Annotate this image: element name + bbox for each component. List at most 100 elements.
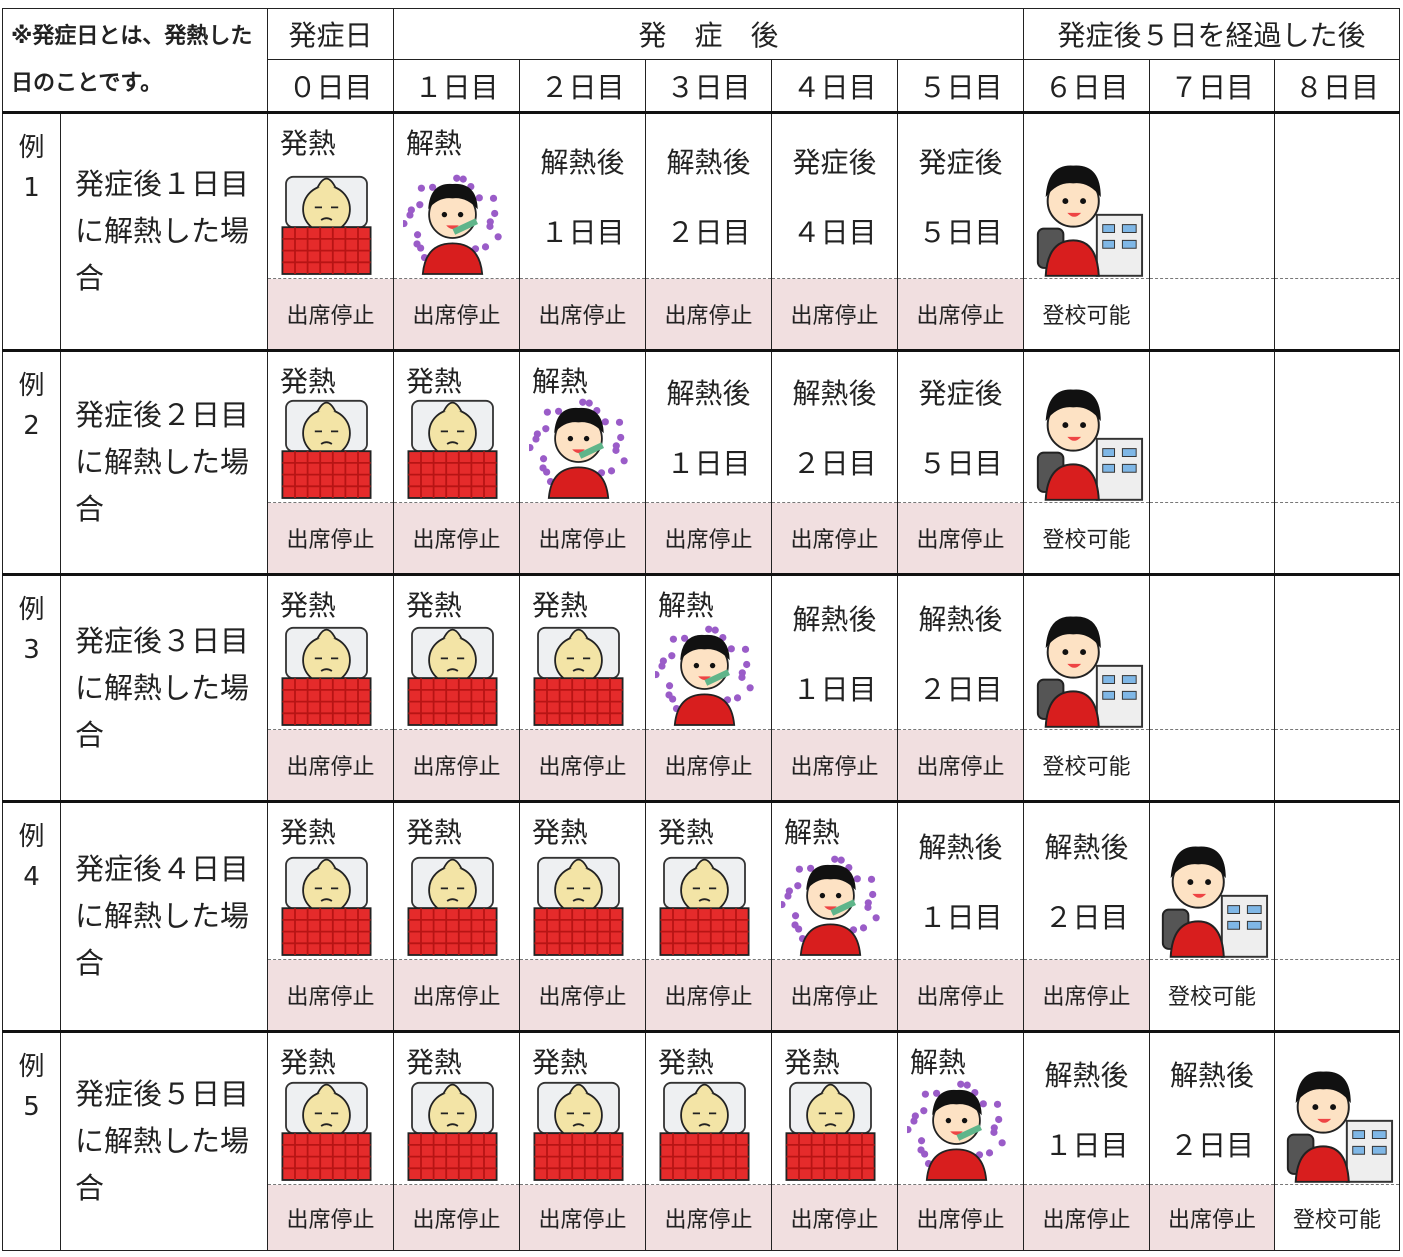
icon-part bbox=[867, 876, 875, 884]
state-label: 発熱 bbox=[280, 1046, 337, 1079]
status-cell bbox=[1149, 278, 1275, 351]
status-cell bbox=[1273, 278, 1401, 351]
icon-part bbox=[1061, 649, 1068, 656]
day-text-line: 解熱後 bbox=[540, 146, 625, 179]
icon-part bbox=[440, 430, 464, 446]
status-cell: 出席停止 bbox=[267, 502, 394, 575]
icon-part bbox=[780, 901, 786, 909]
state-label: 解熱 bbox=[784, 816, 841, 849]
day-cell: 解熱後 １日目 bbox=[897, 800, 1024, 960]
icon-part bbox=[742, 661, 750, 669]
icon-part bbox=[956, 1081, 964, 1089]
day-text: 解熱後 １日目 bbox=[647, 372, 771, 482]
icon-part bbox=[547, 466, 609, 500]
day-text-line: ５日目 bbox=[918, 447, 1003, 480]
state-label: 解熱 bbox=[910, 1046, 967, 1079]
icon-part bbox=[554, 408, 562, 416]
day-cell: 解熱後 １日目 bbox=[519, 111, 646, 279]
day-text-line: １日目 bbox=[666, 447, 751, 480]
icon-part bbox=[1044, 239, 1100, 278]
day-text: 解熱後 ２日目 bbox=[1025, 826, 1149, 936]
school-illustration bbox=[1161, 846, 1269, 959]
icon-part bbox=[1317, 1119, 1332, 1124]
icon-part bbox=[785, 1133, 875, 1181]
icon-part bbox=[961, 1118, 967, 1124]
icon-part bbox=[985, 1149, 993, 1157]
icon-part bbox=[533, 1133, 623, 1181]
status-cell: 出席停止 bbox=[897, 1184, 1024, 1251]
day-text-line: 解熱後 bbox=[1044, 831, 1129, 864]
icon-part bbox=[1352, 1130, 1387, 1155]
note-cell: ※発症日とは、発熱した日のことです。 bbox=[2, 8, 268, 113]
example-number: 5 bbox=[23, 1092, 40, 1122]
day-cell bbox=[1273, 111, 1401, 279]
icon-part bbox=[1312, 1104, 1319, 1111]
example-number: 1 bbox=[23, 173, 40, 203]
day-text-line: 解熱後 bbox=[918, 831, 1003, 864]
header-cell: 発症日 bbox=[267, 7, 394, 61]
icon-part bbox=[1205, 879, 1212, 886]
day-cell bbox=[1273, 573, 1401, 730]
day-header: ５日目 bbox=[897, 59, 1024, 113]
day-cell: 解熱 bbox=[393, 111, 520, 279]
status-cell: 出席停止 bbox=[519, 729, 646, 802]
icon-part bbox=[1101, 448, 1137, 473]
day-text-line: 解熱後 bbox=[792, 377, 877, 410]
state-label: 発熱 bbox=[280, 589, 337, 622]
status-cell: 出席停止 bbox=[519, 278, 646, 351]
day-text: 発症後 ４日目 bbox=[773, 141, 897, 251]
school-illustration bbox=[1286, 1071, 1394, 1184]
day-cell bbox=[1023, 349, 1150, 503]
icon-part bbox=[1079, 198, 1086, 205]
day-text: 解熱後 ２日目 bbox=[899, 598, 1023, 708]
icon-part bbox=[427, 866, 477, 915]
icon-part bbox=[1169, 920, 1225, 959]
example-mark: 例 bbox=[18, 371, 45, 401]
status-cell: 出席停止 bbox=[393, 959, 520, 1032]
day-cell bbox=[1273, 800, 1401, 960]
day-text: 解熱後 ２日目 bbox=[647, 141, 771, 251]
status-cell: 出席停止 bbox=[393, 729, 520, 802]
icon-part bbox=[301, 185, 351, 234]
day-text-line: ２日目 bbox=[918, 672, 1003, 706]
fever-illustration bbox=[659, 1082, 749, 1182]
icon-part bbox=[314, 1112, 338, 1128]
day-text: 解熱後 １日目 bbox=[899, 826, 1023, 936]
status-cell bbox=[1149, 502, 1275, 575]
day-text-line: ２日目 bbox=[1044, 901, 1129, 934]
icon-part bbox=[316, 1084, 336, 1095]
icon-part bbox=[694, 1084, 714, 1095]
day-text: 解熱後 １日目 bbox=[1025, 1054, 1149, 1164]
icon-part bbox=[830, 856, 838, 864]
day-cell: 解熱後 １日目 bbox=[1023, 1030, 1150, 1185]
icon-part bbox=[615, 419, 623, 427]
icon-part bbox=[601, 418, 609, 426]
icon-part bbox=[1295, 1071, 1351, 1104]
icon-part bbox=[301, 636, 351, 685]
state-label: 解熱 bbox=[658, 589, 715, 622]
day-cell: 解熱後 １日目 bbox=[645, 349, 772, 503]
school-illustration bbox=[1036, 616, 1143, 729]
icon-part bbox=[1044, 690, 1100, 729]
description: 発症後４日目に解熱した場合 bbox=[60, 800, 268, 1032]
icon-part bbox=[1079, 649, 1086, 656]
icon-part bbox=[301, 409, 351, 458]
icon-part bbox=[1044, 463, 1100, 502]
icon-part bbox=[925, 1148, 987, 1182]
icon-part bbox=[428, 184, 436, 192]
day-text-line: １日目 bbox=[918, 901, 1003, 934]
icon-part bbox=[916, 1146, 925, 1154]
icon-part bbox=[553, 408, 604, 434]
day-cell: 解熱後 ２日目 bbox=[897, 573, 1024, 730]
icon-part bbox=[585, 399, 593, 408]
state-label: 解熱 bbox=[406, 127, 463, 160]
icon-part bbox=[412, 240, 421, 248]
status-cell: 出席停止 bbox=[771, 278, 898, 351]
fever-illustration bbox=[533, 1082, 623, 1182]
day-text-line: ５日目 bbox=[918, 216, 1003, 249]
icon-part bbox=[485, 223, 494, 231]
status-cell: 出席停止 bbox=[645, 278, 772, 351]
day-cell: 発熱 bbox=[267, 800, 394, 960]
